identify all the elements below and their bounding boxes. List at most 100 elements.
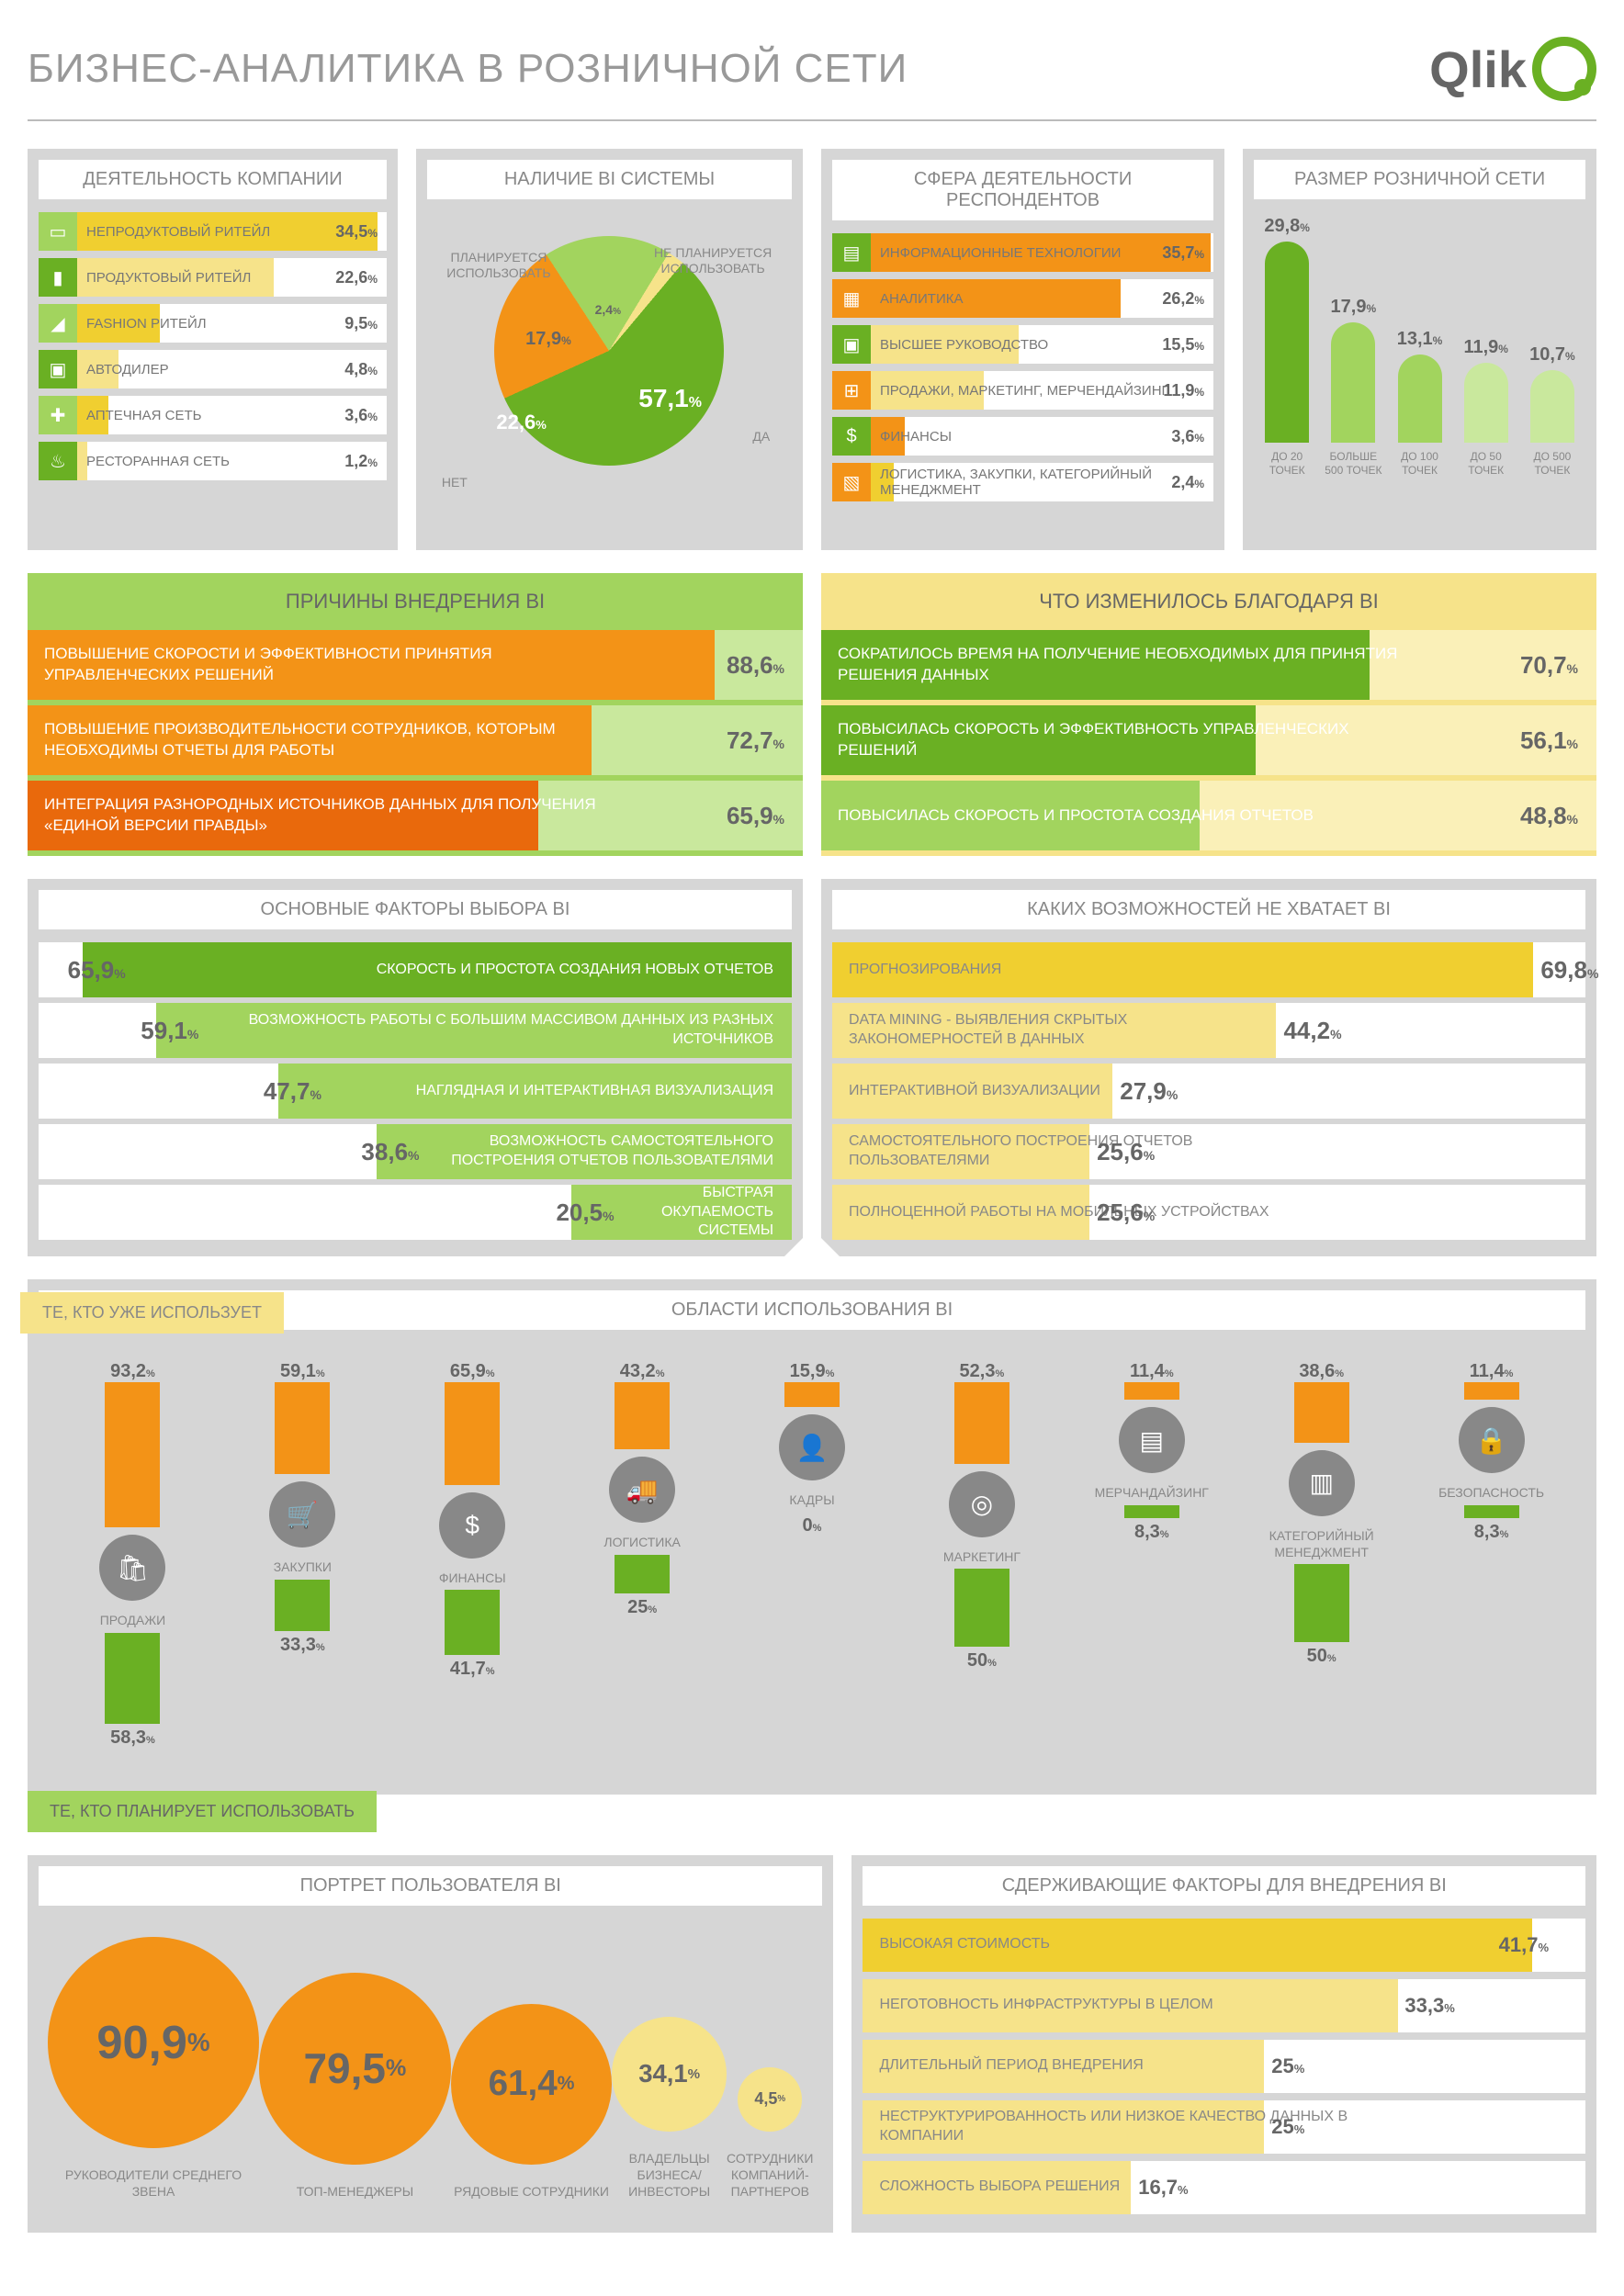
bubble: 61,4% (451, 2004, 612, 2165)
bubble-col: 34,1% ВЛАДЕЛЬЦЫ БИЗНЕСА/ ИНВЕСТОРЫ (612, 2017, 727, 2200)
size-card: РАЗМЕР РОЗНИЧНОЙ СЕТИ 29,8% ДО 20 ТОЧЕК … (1243, 149, 1596, 550)
iconbar: ✚ АПТЕЧНАЯ СЕТЬ 3,6% (39, 396, 387, 434)
usage-col: 59,1% 🛒 ЗАКУПКИ 33,3% (218, 1361, 388, 1749)
sphere-title: СФЕРА ДЕЯТЕЛЬНОСТИ РЕСПОНДЕНТОВ (832, 160, 1213, 220)
usage-bot-tab: ТЕ, КТО ПЛАНИРУЕТ ИСПОЛЬЗОВАТЬ (28, 1791, 1596, 1832)
usage-col: 52,3% ◎ МАРКЕТИНГ 50% (897, 1361, 1066, 1749)
iconbar: ◢ FASHION РИТЕЙЛ 9,5% (39, 304, 387, 343)
item-icon: ◢ (39, 304, 77, 343)
item-value: 26,2% (1162, 289, 1204, 309)
iconbar: $ ФИНАНСЫ 3,6% (832, 417, 1213, 456)
item-icon: ▮ (39, 258, 77, 297)
factors-card: ОСНОВНЫЕ ФАКТОРЫ ВЫБОРА BI 65,9% СКОРОСТ… (28, 879, 803, 1256)
page-title: БИЗНЕС-АНАЛИТИКА В РОЗНИЧНОЙ СЕТИ (28, 46, 908, 92)
iconbar: ▣ АВТОДИЛЕР 4,8% (39, 350, 387, 388)
usage-icon: ▥ (1289, 1450, 1355, 1516)
size-bar: 29,8% ДО 20 ТОЧЕК (1254, 216, 1320, 478)
item-value: 3,6% (1171, 427, 1204, 446)
item-value: 2,4% (1171, 473, 1204, 492)
item-icon: ▦ (832, 279, 871, 318)
iconbar: ▭ НЕПРОДУКТОВЫЙ РИТЕЙЛ 34,5% (39, 212, 387, 251)
portrait-title: ПОРТРЕТ ПОЛЬЗОВАТЕЛЯ BI (39, 1866, 822, 1906)
size-bar: 10,7% ДО 500 ТОЧЕК (1519, 344, 1585, 478)
reasons-card: ПРИЧИНЫ ВНЕДРЕНИЯ BI ПОВЫШЕНИЕ СКОРОСТИ … (28, 573, 803, 856)
constraint-bar: НЕСТРУКТУРИРОВАННОСТЬ ИЛИ НИЗКОЕ КАЧЕСТВ… (863, 2100, 1585, 2154)
item-label: ПРОДАЖИ, МАРКЕТИНГ, МЕРЧЕНДАЙЗИНГ (871, 383, 1213, 399)
size-bar: 17,9% БОЛЬШЕ 500 ТОЧЕК (1320, 297, 1386, 478)
usage-col: 11,4% 🔒 БЕЗОПАСНОСТЬ 8,3% (1406, 1361, 1576, 1749)
missing-bar: САМОСТОЯТЕЛЬНОГО ПОСТРОЕНИЯ ОТЧЕТОВ ПОЛЬ… (832, 1124, 1585, 1179)
bubble: 79,5% (259, 1973, 451, 2165)
changes-title: ЧТО ИЗМЕНИЛОСЬ БЛАГОДАРЯ BI (821, 573, 1596, 630)
item-value: 34,5% (335, 222, 378, 242)
bubble: 4,5% (738, 2067, 802, 2132)
constraint-bar: НЕГОТОВНОСТЬ ИНФРАСТРУКТУРЫ В ЦЕЛОМ 33,3… (863, 1979, 1585, 2032)
item-value: 11,9% (1163, 381, 1204, 400)
constraint-bar: ДЛИТЕЛЬНЫЙ ПЕРИОД ВНЕДРЕНИЯ 25% (863, 2040, 1585, 2093)
missing-title: КАКИХ ВОЗМОЖНОСТЕЙ НЕ ХВАТАЕТ BI (832, 890, 1585, 929)
item-value: 9,5% (344, 314, 378, 333)
constraints-card: СДЕРЖИВАЮЩИЕ ФАКТОРЫ ДЛЯ ВНЕДРЕНИЯ BI ВЫ… (851, 1855, 1596, 2233)
reasons-title: ПРИЧИНЫ ВНЕДРЕНИЯ BI (28, 573, 803, 630)
changes-card: ЧТО ИЗМЕНИЛОСЬ БЛАГОДАРЯ BI СОКРАТИЛОСЬ … (821, 573, 1596, 856)
size-bar: 11,9% ДО 50 ТОЧЕК (1453, 337, 1519, 478)
usage-icon: 🚚 (609, 1457, 675, 1523)
company-card: ДЕЯТЕЛЬНОСТЬ КОМПАНИИ ▭ НЕПРОДУКТОВЫЙ РИ… (28, 149, 398, 550)
usage-icon: 🛍 (99, 1535, 165, 1601)
pie-card: НАЛИЧИЕ BI СИСТЕМЫ 57,1% ДА 22,6% НЕТ 17… (416, 149, 803, 550)
factor-bar: 47,7% НАГЛЯДНАЯ И ИНТЕРАКТИВНАЯ ВИЗУАЛИЗ… (39, 1064, 792, 1119)
item-label: РЕСТОРАННАЯ СЕТЬ (77, 454, 387, 469)
bigbar: ПОВЫШЕНИЕ СКОРОСТИ И ЭФФЕКТИВНОСТИ ПРИНЯ… (28, 630, 803, 700)
logo: Qlik (1429, 37, 1596, 101)
item-icon: ⊞ (832, 371, 871, 410)
iconbar: ▮ ПРОДУКТОВЫЙ РИТЕЙЛ 22,6% (39, 258, 387, 297)
item-label: АПТЕЧНАЯ СЕТЬ (77, 408, 387, 423)
divider (28, 119, 1596, 121)
usage-col: 15,9% 👤 КАДРЫ 0% (727, 1361, 897, 1749)
size-title: РАЗМЕР РОЗНИЧНОЙ СЕТИ (1254, 160, 1585, 199)
item-icon: ▧ (832, 463, 871, 501)
bigbar: СОКРАТИЛОСЬ ВРЕМЯ НА ПОЛУЧЕНИЕ НЕОБХОДИМ… (821, 630, 1596, 700)
iconbar: ♨ РЕСТОРАННАЯ СЕТЬ 1,2% (39, 442, 387, 480)
iconbar: ⊞ ПРОДАЖИ, МАРКЕТИНГ, МЕРЧЕНДАЙЗИНГ 11,9… (832, 371, 1213, 410)
bubble-col: 79,5% ТОП-МЕНЕДЖЕРЫ (259, 1973, 451, 2200)
usage-col: 65,9% $ ФИНАНСЫ 41,7% (388, 1361, 558, 1749)
factor-bar: 59,1% ВОЗМОЖНОСТЬ РАБОТЫ С БОЛЬШИМ МАССИ… (39, 1003, 792, 1058)
item-value: 3,6% (344, 406, 378, 425)
constraint-bar: СЛОЖНОСТЬ ВЫБОРА РЕШЕНИЯ 16,7% (863, 2161, 1585, 2214)
missing-bar: ПРОГНОЗИРОВАНИЯ 69,8% (832, 942, 1585, 997)
usage-top-tab: ТЕ, КТО УЖЕ ИСПОЛЬЗУЕТ (20, 1292, 284, 1334)
item-icon: ✚ (39, 396, 77, 434)
bigbar: ИНТЕГРАЦИЯ РАЗНОРОДНЫХ ИСТОЧНИКОВ ДАННЫХ… (28, 781, 803, 850)
iconbar: ▦ АНАЛИТИКА 26,2% (832, 279, 1213, 318)
usage-col: 38,6% ▥ КАТЕГОРИЙНЫЙ МЕНЕДЖМЕНТ 50% (1236, 1361, 1406, 1749)
factor-bar: 38,6% ВОЗМОЖНОСТЬ САМОСТОЯТЕЛЬНОГО ПОСТР… (39, 1124, 792, 1179)
missing-bar: ИНТЕРАКТИВНОЙ ВИЗУАЛИЗАЦИИ 27,9% (832, 1064, 1585, 1119)
item-value: 35,7% (1162, 243, 1204, 263)
bubble-col: 61,4% РЯДОВЫЕ СОТРУДНИКИ (451, 2004, 612, 2200)
sphere-card: СФЕРА ДЕЯТЕЛЬНОСТИ РЕСПОНДЕНТОВ ▤ ИНФОРМ… (821, 149, 1224, 550)
item-icon: ▣ (832, 325, 871, 364)
item-label: АВТОДИЛЕР (77, 362, 387, 377)
factors-title: ОСНОВНЫЕ ФАКТОРЫ ВЫБОРА BI (39, 890, 792, 929)
constraint-bar: ВЫСОКАЯ СТОИМОСТЬ 41,7% (863, 1919, 1585, 1972)
missing-card: КАКИХ ВОЗМОЖНОСТЕЙ НЕ ХВАТАЕТ BI ПРОГНОЗ… (821, 879, 1596, 1256)
iconbar: ▤ ИНФОРМАЦИОННЫЕ ТЕХНОЛОГИИ 35,7% (832, 233, 1213, 272)
usage-icon: $ (439, 1492, 505, 1559)
item-label: ФИНАНСЫ (871, 429, 1213, 445)
factor-bar: 20,5% БЫСТРАЯ ОКУПАЕМОСТЬ СИСТЕМЫ (39, 1185, 792, 1240)
usage-icon: 🛒 (269, 1481, 335, 1548)
usage-col: 93,2% 🛍 ПРОДАЖИ 58,3% (48, 1361, 218, 1749)
company-title: ДЕЯТЕЛЬНОСТЬ КОМПАНИИ (39, 160, 387, 199)
usage-col: 11,4% ▤ МЕРЧАНДАЙЗИНГ 8,3% (1066, 1361, 1236, 1749)
bigbar: ПОВЫСИЛАСЬ СКОРОСТЬ И ПРОСТОТА СОЗДАНИЯ … (821, 781, 1596, 850)
item-icon: ▤ (832, 233, 871, 272)
usage-icon: 🔒 (1459, 1407, 1525, 1473)
item-label: FASHION РИТЕЙЛ (77, 316, 387, 332)
factor-bar: 65,9% СКОРОСТЬ И ПРОСТОТА СОЗДАНИЯ НОВЫХ… (39, 942, 792, 997)
bubble-col: 4,5% СОТРУДНИКИ КОМПАНИЙ-ПАРТНЕРОВ (727, 2067, 813, 2200)
bubble: 90,9% (48, 1937, 259, 2148)
constraints-title: СДЕРЖИВАЮЩИЕ ФАКТОРЫ ДЛЯ ВНЕДРЕНИЯ BI (863, 1866, 1585, 1906)
header: БИЗНЕС-АНАЛИТИКА В РОЗНИЧНОЙ СЕТИ Qlik (28, 37, 1596, 101)
bubble: 34,1% (612, 2017, 727, 2132)
